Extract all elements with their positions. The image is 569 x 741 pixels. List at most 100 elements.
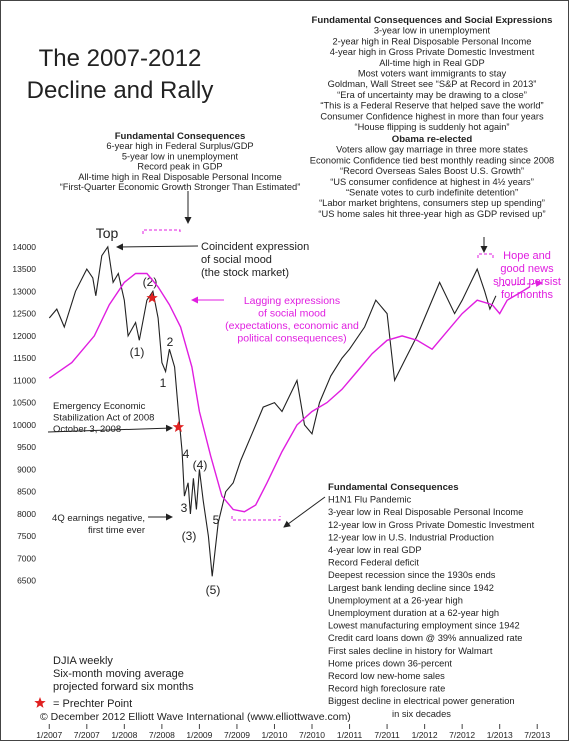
callout-text: October 3, 2008 xyxy=(53,424,121,435)
x-tick-label: 7/2012 xyxy=(449,730,475,740)
y-tick-label: 8000 xyxy=(17,509,36,519)
note-line: Record Federal deficit xyxy=(328,558,419,568)
y-tick-label: 11500 xyxy=(13,353,36,363)
y-tick-label: 8500 xyxy=(17,487,36,497)
note-line: “Era of uncertainty may be drawing to a … xyxy=(337,90,527,100)
callout-text: of social mood xyxy=(258,308,326,320)
wave-label: (3) xyxy=(182,529,197,543)
x-tick-label: 7/2009 xyxy=(224,730,250,740)
y-tick-label: 7500 xyxy=(17,531,36,541)
x-tick-label: 7/2011 xyxy=(374,730,400,740)
wave-label: 2 xyxy=(167,335,174,349)
wave-label: 1 xyxy=(160,376,167,390)
y-tick-label: 14000 xyxy=(12,242,36,252)
legend-label: = Prechter Point xyxy=(53,698,132,710)
note-line: 6-year high in Federal Surplus/GDP xyxy=(106,141,253,151)
legend-label: DJIA weekly xyxy=(53,655,113,667)
note-line: Home prices down 36-percent xyxy=(328,658,452,668)
callout-text: Stabilization Act of 2008 xyxy=(53,413,154,424)
note-line: 3-year low in Real Disposable Personal I… xyxy=(328,507,523,517)
x-tick-label: 7/2013 xyxy=(524,730,550,740)
series-line xyxy=(48,272,531,513)
note-line: 3-year low in unemployment xyxy=(374,26,491,36)
note-line: All-time high in Real GDP xyxy=(379,58,484,68)
note-line: All-time high in Real Disposable Persona… xyxy=(78,172,282,182)
note-line: Record high foreclosure rate xyxy=(328,684,445,694)
x-tick-label: 7/2010 xyxy=(299,730,325,740)
note-line: 12-year low in Gross Private Domestic In… xyxy=(328,520,535,530)
wave-label: (2) xyxy=(143,275,158,289)
note-line: Most voters want immigrants to stay xyxy=(358,69,507,79)
wave-label: Top xyxy=(96,225,119,241)
y-tick-label: 13000 xyxy=(12,286,36,296)
y-tick-label: 10000 xyxy=(12,420,36,430)
callout-text: Hope and xyxy=(503,250,551,262)
callout-text: good news xyxy=(500,263,554,275)
chart-title: The 2007-2012 xyxy=(39,45,202,72)
note-heading: Fundamental Consequences xyxy=(115,131,246,142)
note-line: Unemployment at a 26-year high xyxy=(328,595,463,605)
note-line: Voters allow gay marriage in three more … xyxy=(336,145,528,155)
x-tick-label: 1/2007 xyxy=(36,730,62,740)
callout-text: Emergency Economic xyxy=(53,401,146,412)
chart-title: Decline and Rally xyxy=(27,77,214,104)
note-line: Unemployment duration at a 62-year high xyxy=(328,608,499,618)
note-line: Record low new-home sales xyxy=(328,671,445,681)
note-line: 4-year low in real GDP xyxy=(328,545,422,555)
y-tick-label: 9500 xyxy=(17,442,36,452)
x-tick-label: 1/2012 xyxy=(412,730,438,740)
note-line: 2-year high in Real Disposable Personal … xyxy=(333,36,532,46)
callout-text: first time ever xyxy=(88,525,145,536)
callout-text: (the stock market) xyxy=(201,267,289,279)
note-line: Consumer Confidence highest in more than… xyxy=(320,111,544,121)
footer: © December 2012 Elliott Wave Internation… xyxy=(40,711,351,723)
note-line: 4-year high in Gross Private Domestic In… xyxy=(330,47,535,57)
legend-label: Six-month moving average xyxy=(53,668,184,680)
note-line: “This is a Federal Reserve that helped s… xyxy=(320,101,543,111)
note-line: in six decades xyxy=(392,709,451,719)
x-tick-label: 1/2013 xyxy=(487,730,513,740)
note-line: 5-year low in unemployment xyxy=(122,151,239,161)
note-line: 12-year low in U.S. Industrial Productio… xyxy=(328,532,494,542)
note-line: Deepest recession since the 1930s ends xyxy=(328,570,496,580)
y-tick-label: 12500 xyxy=(12,309,36,319)
y-tick-label: 9000 xyxy=(17,464,36,474)
legend-swatch xyxy=(34,697,46,708)
wave-label: 3 xyxy=(181,501,188,515)
callout-text: for months xyxy=(501,289,553,301)
note-line: “Labor market brightens, consumers step … xyxy=(319,198,545,208)
callout-text: (expectations, economic and xyxy=(225,320,359,332)
y-tick-label: 10500 xyxy=(12,398,36,408)
x-tick-label: 1/2009 xyxy=(186,730,212,740)
note-line: Credit card loans down @ 39% annualized … xyxy=(328,633,522,643)
note-heading: Fundamental Consequences xyxy=(328,482,459,493)
callout-text: of social mood xyxy=(201,254,272,266)
note-line: Biggest decline in electrical power gene… xyxy=(328,696,515,706)
callout-text: Coincident expression xyxy=(201,241,309,253)
y-tick-label: 11000 xyxy=(13,375,36,385)
y-tick-label: 13500 xyxy=(12,264,36,274)
note-line: H1N1 Flu Pandemic xyxy=(328,495,412,505)
annotation-shapes xyxy=(47,191,543,528)
wave-label: (1) xyxy=(130,345,145,359)
wave-label: (5) xyxy=(206,583,221,597)
note-line: “US home sales hit three-year high as GD… xyxy=(318,209,545,219)
note-line: “Senate votes to curb indefinite detenti… xyxy=(346,188,518,198)
note-line: Record peak in GDP xyxy=(137,162,222,172)
legend-label: projected forward six months xyxy=(53,681,194,693)
x-tick-label: 7/2008 xyxy=(149,730,175,740)
wave-label: 4 xyxy=(183,447,190,461)
note-line: Goldman, Wall Street see “S&P at Record … xyxy=(328,79,537,89)
callout-text: Lagging expressions xyxy=(244,295,340,307)
note-heading: Fundamental Consequences and Social Expr… xyxy=(312,15,553,26)
wave-label: 5 xyxy=(213,513,220,527)
x-tick-label: 7/2007 xyxy=(74,730,100,740)
series-line xyxy=(48,245,497,577)
callout-text: should persist xyxy=(493,276,561,288)
note-line: Lowest manufacturing employment since 19… xyxy=(328,621,520,631)
y-tick-label: 6500 xyxy=(17,576,36,586)
note-line: “First-Quarter Economic Growth Stronger … xyxy=(60,182,301,192)
x-tick-label: 1/2010 xyxy=(261,730,287,740)
